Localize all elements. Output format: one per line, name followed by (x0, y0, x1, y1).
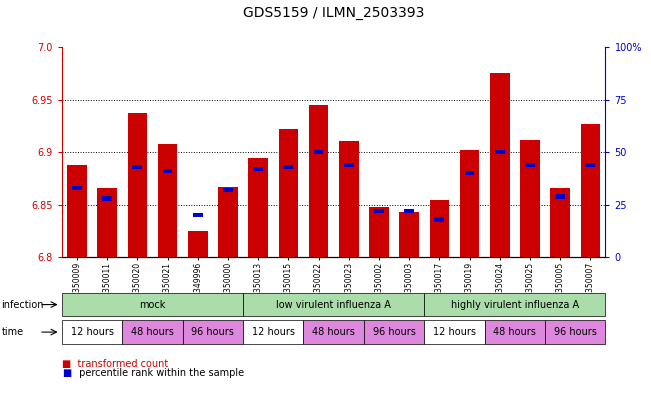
Bar (434, 217, 444, 222)
Bar (132, 165, 143, 169)
Text: ■: ■ (62, 368, 71, 378)
Bar (158, 144, 177, 257)
Bar (128, 114, 147, 257)
Bar (490, 73, 510, 257)
Bar (495, 150, 505, 154)
Bar (555, 195, 565, 198)
Text: percentile rank within the sample: percentile rank within the sample (76, 368, 243, 378)
Bar (374, 209, 384, 213)
Text: ■  transformed count: ■ transformed count (62, 358, 168, 369)
Text: highly virulent influenza A: highly virulent influenza A (450, 299, 579, 310)
Bar (520, 140, 540, 257)
Bar (465, 171, 475, 175)
Bar (248, 158, 268, 257)
Text: low virulent influenza A: low virulent influenza A (276, 299, 391, 310)
Text: infection: infection (1, 299, 44, 310)
Bar (67, 165, 87, 257)
Bar (72, 186, 82, 190)
Bar (550, 188, 570, 257)
Bar (98, 188, 117, 257)
Bar (369, 207, 389, 257)
Text: 48 hours: 48 hours (131, 327, 174, 337)
Bar (309, 105, 328, 257)
Text: 96 hours: 96 hours (554, 327, 597, 337)
Bar (188, 231, 208, 257)
Bar (344, 163, 353, 167)
Bar (223, 188, 233, 192)
Bar (404, 209, 414, 213)
Bar (585, 163, 595, 167)
Bar (253, 167, 263, 171)
Bar (283, 165, 293, 169)
Text: 96 hours: 96 hours (191, 327, 234, 337)
Bar (102, 196, 112, 201)
Text: 96 hours: 96 hours (372, 327, 415, 337)
Bar (581, 124, 600, 257)
Bar (314, 150, 324, 154)
Text: 48 hours: 48 hours (312, 327, 355, 337)
Bar (525, 163, 535, 167)
Text: 12 hours: 12 hours (433, 327, 476, 337)
Bar (339, 141, 359, 257)
Bar (460, 150, 479, 257)
Bar (193, 213, 202, 217)
Bar (399, 212, 419, 257)
Text: time: time (1, 327, 23, 337)
Text: 12 hours: 12 hours (252, 327, 295, 337)
Bar (218, 187, 238, 257)
Text: 12 hours: 12 hours (70, 327, 113, 337)
Text: mock: mock (139, 299, 165, 310)
Text: 48 hours: 48 hours (493, 327, 536, 337)
Bar (430, 200, 449, 257)
Text: GDS5159 / ILMN_2503393: GDS5159 / ILMN_2503393 (243, 6, 424, 20)
Bar (279, 129, 298, 257)
Bar (163, 169, 173, 173)
